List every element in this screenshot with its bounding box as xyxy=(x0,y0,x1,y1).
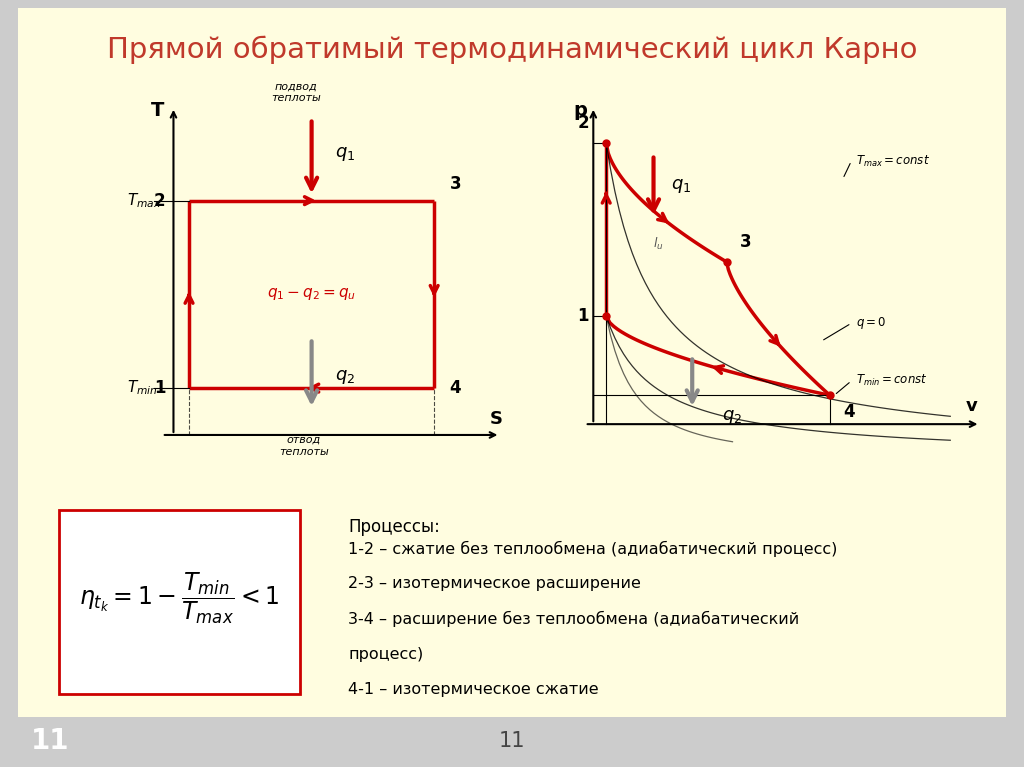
Text: $q=0$: $q=0$ xyxy=(856,315,886,331)
Text: $T_{max}=const$: $T_{max}=const$ xyxy=(856,153,930,169)
Text: 1: 1 xyxy=(578,307,589,325)
Text: 2: 2 xyxy=(154,192,166,209)
Text: 2-3 – изотермическое расширение: 2-3 – изотермическое расширение xyxy=(348,576,641,591)
Text: v: v xyxy=(966,397,978,415)
FancyBboxPatch shape xyxy=(59,510,300,694)
Text: Процессы:: Процессы: xyxy=(348,518,440,535)
Text: 4-1 – изотермическое сжатие: 4-1 – изотермическое сжатие xyxy=(348,682,599,697)
Text: $q_2$: $q_2$ xyxy=(335,368,355,387)
Text: 3-4 – расширение без теплообмена (адиабатический: 3-4 – расширение без теплообмена (адиаба… xyxy=(348,611,800,627)
Text: Прямой обратимый термодинамический цикл Карно: Прямой обратимый термодинамический цикл … xyxy=(106,35,918,64)
Text: 1: 1 xyxy=(155,379,166,397)
Text: p: p xyxy=(573,101,588,120)
Text: 3: 3 xyxy=(450,176,462,193)
Text: $q_1 - q_2=q_u$: $q_1 - q_2=q_u$ xyxy=(267,286,356,302)
Text: 1-2 – сжатие без теплообмена (адиабатический процесс): 1-2 – сжатие без теплообмена (адиабатиче… xyxy=(348,541,838,557)
Text: $q_1$: $q_1$ xyxy=(335,145,355,163)
Text: подвод
теплоты: подвод теплоты xyxy=(271,82,321,104)
Text: $\eta_{t_k} = 1 - \dfrac{T_{min}}{T_{max}} < 1$: $\eta_{t_k} = 1 - \dfrac{T_{min}}{T_{max… xyxy=(79,570,280,626)
Text: $q_1$: $q_1$ xyxy=(671,177,691,196)
Text: 4: 4 xyxy=(450,379,462,397)
Text: T: T xyxy=(152,101,165,120)
Text: отвод
теплоты: отвод теплоты xyxy=(279,435,329,456)
Text: $T_{max}$: $T_{max}$ xyxy=(127,191,162,210)
Text: $T_{min}=const$: $T_{min}=const$ xyxy=(856,374,928,388)
Text: 2: 2 xyxy=(578,114,589,132)
Text: S: S xyxy=(489,410,503,428)
FancyBboxPatch shape xyxy=(0,0,1024,739)
Text: $q_2$: $q_2$ xyxy=(722,408,742,426)
Text: процесс): процесс) xyxy=(348,647,423,662)
Text: 3: 3 xyxy=(739,233,752,251)
Text: $T_{min}$: $T_{min}$ xyxy=(127,379,158,397)
Text: $l_u$: $l_u$ xyxy=(652,236,664,252)
Text: 4: 4 xyxy=(843,403,854,420)
Text: 11: 11 xyxy=(31,727,70,755)
Text: 11: 11 xyxy=(499,731,525,751)
